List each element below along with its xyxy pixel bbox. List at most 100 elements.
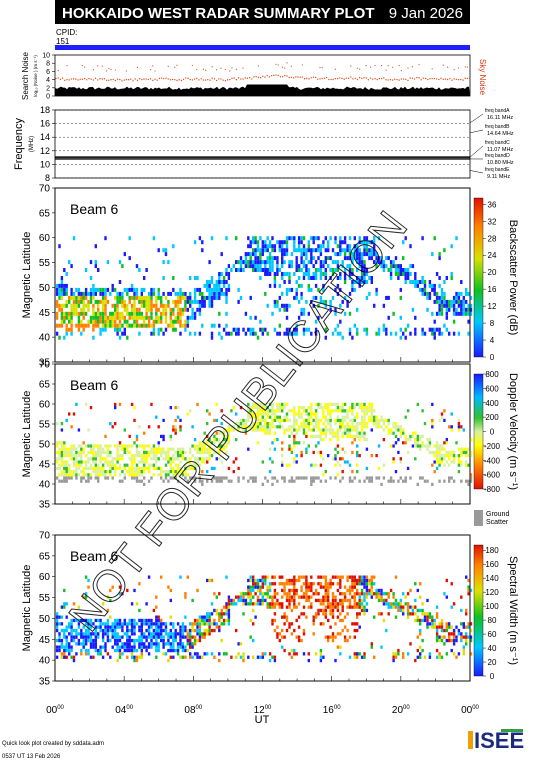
echo-cell xyxy=(193,652,197,656)
echo-cell xyxy=(336,602,340,606)
echo-cell xyxy=(201,622,204,626)
echo-cell xyxy=(327,585,330,589)
echo-cell xyxy=(268,457,272,461)
echo-cell xyxy=(186,642,189,646)
echo-cell xyxy=(368,588,371,593)
echo-cell xyxy=(77,299,81,304)
echo-cell xyxy=(239,406,243,410)
echo-cell xyxy=(295,476,298,480)
echo-cell xyxy=(363,425,366,429)
echo-cell xyxy=(363,240,366,245)
plot-title: HOKKAIDO WEST RADAR SUMMARY PLOT xyxy=(62,5,375,22)
echo-cell xyxy=(307,287,310,292)
echo-cell xyxy=(307,582,310,586)
echo-cell xyxy=(244,264,248,269)
echo-cell xyxy=(356,444,359,448)
echo-cell xyxy=(293,438,296,442)
echo-cell xyxy=(218,441,221,445)
echo-cell xyxy=(353,605,356,609)
echo-cell xyxy=(239,260,243,265)
echo-cell xyxy=(307,406,310,410)
echo-cell xyxy=(82,618,85,623)
echo-cell xyxy=(433,470,436,474)
echo-cell xyxy=(462,645,465,649)
echo-cell xyxy=(55,311,59,316)
echo-cell xyxy=(351,422,354,426)
echo-cell xyxy=(310,479,313,483)
echo-cell xyxy=(448,303,451,308)
echo-cell xyxy=(70,319,73,324)
echo-cell xyxy=(377,331,381,336)
echo-cell xyxy=(104,434,107,438)
echo-cell xyxy=(377,588,381,593)
echo-cell xyxy=(128,622,131,626)
echo-cell xyxy=(155,595,158,599)
echo-cell xyxy=(111,645,114,649)
echo-cell xyxy=(421,327,424,332)
echo-cell xyxy=(77,638,81,643)
echo-cell xyxy=(416,441,419,445)
echo-cell xyxy=(60,444,64,448)
echo-cell xyxy=(331,598,335,603)
echo-cell xyxy=(329,625,332,629)
echo-cell xyxy=(288,425,291,429)
echo-cell xyxy=(278,425,281,429)
echo-cell xyxy=(94,473,97,477)
echo-cell xyxy=(380,425,383,429)
echo-cell xyxy=(152,473,156,477)
echo-cell xyxy=(206,628,209,633)
echo-cell xyxy=(155,295,158,300)
echo-cell xyxy=(116,466,119,470)
echo-cell xyxy=(160,575,163,579)
echo-cell xyxy=(283,307,286,312)
echo-cell xyxy=(201,441,204,445)
echo-cell xyxy=(273,575,277,579)
echo-cell xyxy=(433,299,436,304)
echo-cell xyxy=(327,428,330,432)
echo-cell xyxy=(426,612,429,616)
noise-ytick-label: 0 xyxy=(46,94,50,101)
echo-cell xyxy=(58,291,61,296)
echo-cell xyxy=(150,331,153,336)
echo-cell xyxy=(101,291,105,296)
echo-cell xyxy=(72,470,76,474)
echo-cell xyxy=(271,311,274,316)
echo-cell xyxy=(358,240,361,245)
echo-cell xyxy=(116,299,119,304)
echo-cell xyxy=(196,625,199,629)
echo-cell xyxy=(140,628,143,633)
echo-cell xyxy=(60,428,64,432)
echo-cell xyxy=(179,645,182,649)
echo-cell xyxy=(63,283,66,288)
echo-cell xyxy=(324,256,327,261)
echo-cell xyxy=(343,460,347,464)
echo-cell xyxy=(297,240,301,245)
echo-cell xyxy=(215,457,218,461)
echo-cell xyxy=(438,295,441,300)
echo-cell xyxy=(370,642,373,646)
echo-cell xyxy=(348,602,352,606)
echo-cell xyxy=(252,655,255,659)
echo-cell xyxy=(406,276,410,280)
echo-cell xyxy=(399,272,402,276)
echo-cell xyxy=(450,638,453,643)
echo-cell xyxy=(94,648,97,653)
echo-cell xyxy=(133,473,136,477)
echo-cell xyxy=(264,240,267,245)
latitude-ytick-label: 50 xyxy=(39,283,51,294)
echo-cell xyxy=(203,635,206,639)
echo-cell xyxy=(351,622,354,626)
echo-cell xyxy=(186,628,189,633)
echo-cell xyxy=(319,434,323,438)
echo-cell xyxy=(55,628,59,633)
echo-cell xyxy=(334,422,337,426)
echo-cell xyxy=(162,311,165,316)
echo-cell xyxy=(92,638,95,643)
echo-cell xyxy=(104,470,107,474)
echo-cell xyxy=(297,638,301,643)
echo-cell xyxy=(307,276,310,280)
echo-cell xyxy=(92,642,95,646)
echo-cell xyxy=(104,632,107,636)
echo-cell xyxy=(433,460,436,464)
echo-cell xyxy=(128,311,131,316)
